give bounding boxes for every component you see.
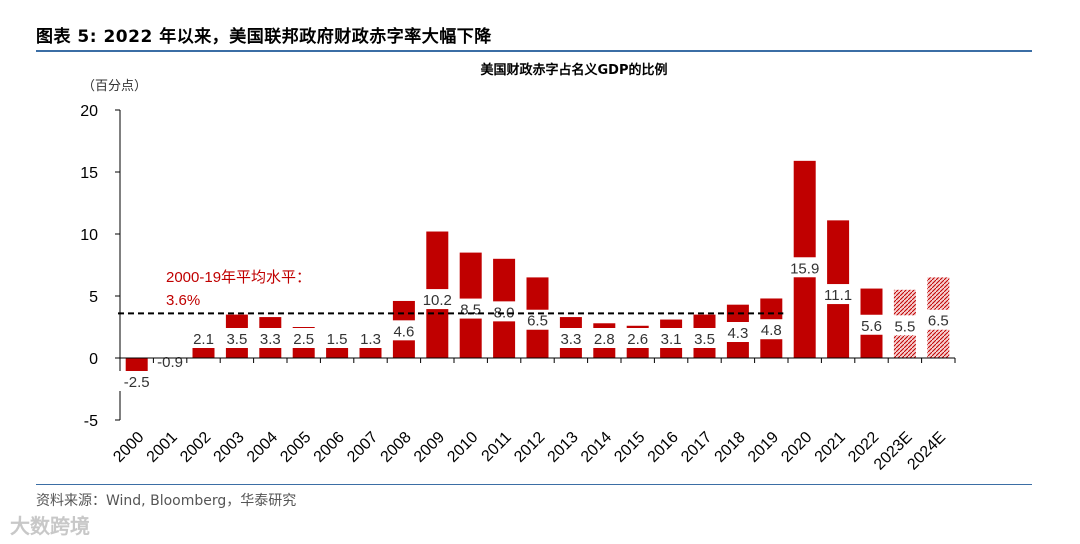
y-tick-label: 5 (89, 289, 98, 306)
x-tick-label-2012: 2012 (511, 429, 548, 466)
x-tick-label-2008: 2008 (378, 429, 415, 466)
x-tick-label-2003: 2003 (211, 429, 248, 466)
y-tick-label: 10 (80, 227, 98, 244)
x-tick-label-2018: 2018 (712, 429, 749, 466)
data-label-2013: 3.3 (560, 331, 581, 348)
y-tick-label: 0 (89, 351, 98, 368)
x-tick-label-2013: 2013 (545, 429, 582, 466)
data-label-box (520, 309, 555, 330)
reference-line-group: 2000-19年平均水平： 3.6% (118, 269, 784, 315)
x-tick-label-2004: 2004 (244, 429, 281, 466)
data-label-2020: 15.9 (790, 260, 819, 277)
data-label-2007: 1.3 (360, 331, 381, 348)
data-label-box (148, 351, 193, 372)
data-label-box (114, 371, 159, 391)
x-tick-label-2009: 2009 (411, 429, 448, 466)
data-label-box (319, 328, 355, 348)
data-label-2012: 6.5 (527, 313, 548, 330)
reference-label-line2: 3.6% (166, 292, 200, 309)
data-label-2009: 10.2 (423, 292, 452, 309)
data-label-2003: 3.5 (226, 331, 247, 348)
reference-label-line1: 2000-19年平均水平： (166, 269, 311, 286)
data-label-2022: 5.6 (861, 318, 882, 335)
data-label-box (887, 315, 923, 336)
data-label-box (687, 328, 722, 348)
data-label-box (415, 289, 460, 310)
data-label-box (586, 328, 622, 348)
x-tick-label-2006: 2006 (311, 429, 348, 466)
data-label-2015: 2.6 (627, 331, 648, 348)
footer-rule (36, 484, 1032, 485)
data-label-2001: -0.9 (157, 354, 183, 371)
data-label-box (219, 328, 255, 348)
x-tick-label-2011: 2011 (479, 429, 515, 465)
x-tick-label-2010: 2010 (444, 429, 481, 466)
y-axis-unit-label: （百分点） (82, 79, 147, 94)
data-label-box (486, 301, 522, 322)
data-label-2002: 2.1 (193, 331, 214, 348)
source-note: 资料来源：Wind, Bloomberg，华泰研究 (36, 493, 297, 509)
watermark-text: 大数跨境 (10, 514, 90, 538)
data-label-box (653, 328, 689, 348)
x-tick-label-2020: 2020 (778, 429, 815, 466)
x-tick-label-2007: 2007 (344, 429, 381, 466)
x-tick-label-2005: 2005 (277, 429, 314, 466)
x-tick-label-2014: 2014 (578, 429, 615, 466)
data-label-box (386, 320, 422, 341)
x-tick-label-2002: 2002 (177, 429, 214, 466)
data-label-box (816, 284, 861, 305)
y-tick-label: -5 (84, 413, 98, 430)
data-label-box (252, 328, 288, 348)
data-label-2019: 4.8 (761, 322, 782, 339)
data-label-2023E: 5.5 (894, 318, 915, 335)
data-label-box (353, 328, 388, 348)
chart-title: 美国财政赤字占名义GDP的比例 (481, 62, 668, 78)
data-label-2024E: 6.5 (928, 313, 949, 330)
x-tick-label-2001: 2001 (144, 429, 181, 466)
y-tick-label: 20 (80, 103, 98, 120)
figure-header-title: 图表 5: 2022 年以来，美国联邦政府财政赤字率大幅下降 (36, 27, 492, 47)
data-label-2014: 2.8 (594, 331, 615, 348)
data-label-series: -2.5 -0.9 2.1 3.5 3.3 2.5 1.5 1.3 4.6 10.2 8.5 8.0 6… (114, 257, 956, 391)
data-label-2021: 11.1 (824, 287, 852, 304)
data-label-2011: 8.0 (494, 304, 515, 321)
data-label-2000: -2.5 (124, 374, 150, 391)
x-tick-label-2021: 2021 (812, 429, 849, 466)
x-tick-label-2019: 2019 (745, 429, 782, 466)
y-tick-label: 15 (80, 165, 98, 182)
data-label-box (920, 309, 956, 330)
data-label-box (854, 314, 889, 335)
data-label-2008: 4.6 (393, 323, 414, 340)
y-axis: -5 0 5 10 15 20 (80, 103, 121, 430)
x-tick-label-2016: 2016 (645, 429, 682, 466)
data-label-2017: 3.5 (694, 331, 715, 348)
data-label-2010: 8.5 (460, 302, 481, 319)
x-axis: 2000200120022003200420052006200720082009… (110, 357, 956, 474)
x-tick-label-2015: 2015 (611, 429, 648, 466)
data-label-2006: 1.5 (327, 331, 348, 348)
x-tick-label-2017: 2017 (678, 429, 715, 466)
data-label-2016: 3.1 (661, 331, 682, 348)
data-label-box (753, 319, 789, 340)
header-rule (36, 50, 1032, 52)
data-label-2018: 4.3 (727, 325, 748, 342)
data-label-box (720, 322, 756, 343)
data-label-2004: 3.3 (260, 331, 281, 348)
x-tick-label-2024E: 2024E (904, 429, 949, 474)
data-label-box (553, 328, 589, 348)
data-label-2005: 2.5 (293, 331, 314, 348)
data-label-box (286, 328, 322, 348)
data-label-box (620, 328, 656, 348)
data-label-box (782, 257, 827, 278)
data-label-box (186, 328, 221, 348)
x-tick-label-2000: 2000 (110, 429, 147, 466)
